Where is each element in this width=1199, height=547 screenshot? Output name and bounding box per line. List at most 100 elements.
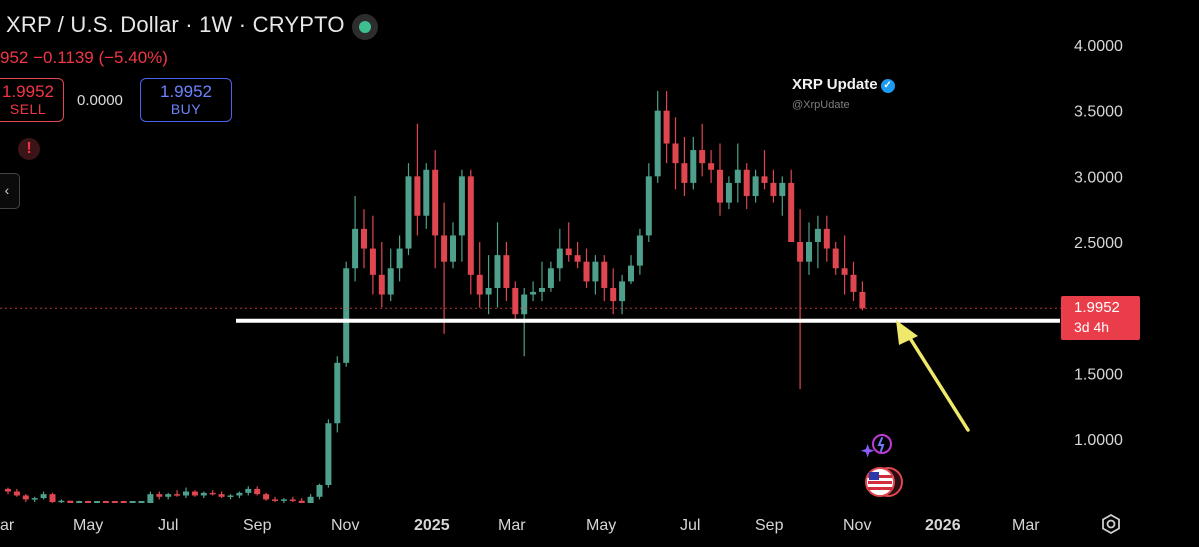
candle <box>681 163 688 183</box>
symbol-title[interactable]: XRP / U.S. Dollar · 1W · CRYPTO <box>6 12 345 37</box>
candle <box>22 495 29 500</box>
candle <box>556 248 563 269</box>
y-tick-label: 4.0000 <box>1074 38 1123 55</box>
y-tick-label: 1.5000 <box>1074 366 1123 383</box>
x-tick-label: Sep <box>243 517 272 534</box>
annotation-arrow <box>896 320 970 432</box>
candle <box>334 362 341 424</box>
candle <box>298 500 305 503</box>
candle <box>423 169 430 216</box>
candle <box>485 287 492 295</box>
candle <box>645 176 652 236</box>
candle <box>832 248 839 269</box>
buy-button[interactable]: 1.9952 BUY <box>140 78 232 122</box>
candle <box>352 228 359 269</box>
y-tick-label: 3.5000 <box>1074 104 1123 121</box>
candle <box>120 501 127 503</box>
candle <box>450 235 456 262</box>
candle <box>396 248 403 269</box>
watermark-handle: @XrpUdate <box>792 99 850 111</box>
candle <box>218 494 225 497</box>
candle-series <box>5 90 866 503</box>
candle <box>245 488 252 493</box>
candle <box>610 287 617 302</box>
candle <box>636 235 643 266</box>
watermark-name-text: XRP Update <box>792 76 878 93</box>
x-tick-label: May <box>586 517 616 534</box>
candle <box>850 274 857 292</box>
ai-sparkle-icon[interactable] <box>860 432 894 462</box>
candle <box>797 242 804 262</box>
candle <box>325 423 332 485</box>
candle <box>209 492 216 495</box>
x-tick-label: Jul <box>158 517 178 534</box>
candle <box>414 176 421 216</box>
candle <box>467 176 474 275</box>
candle <box>387 268 394 295</box>
candle <box>307 496 314 503</box>
candle <box>761 176 768 183</box>
candle <box>725 182 732 203</box>
candle <box>814 228 821 242</box>
candle <box>5 488 11 492</box>
candle <box>432 169 439 236</box>
x-tick-label: Mar <box>1012 517 1040 534</box>
candle <box>378 274 385 295</box>
settings-gear-icon[interactable] <box>1100 513 1122 535</box>
candle <box>405 176 412 249</box>
candle <box>565 248 572 256</box>
last-price-tag: 1.9952 3d 4h <box>1061 296 1140 340</box>
candle <box>841 268 848 275</box>
candle <box>539 287 545 292</box>
candle <box>458 176 465 236</box>
candle <box>654 110 661 177</box>
price-axis: 1.0000 1.5000 2.5000 3.0000 3.5000 4.0000 <box>1074 38 1123 449</box>
x-tick-label: ar <box>0 517 15 534</box>
time-axis: ar May Jul Sep Nov 2025 Mar May Jul Sep Nov 2026 Mar <box>0 517 1040 534</box>
candle <box>547 268 554 288</box>
candle <box>76 501 83 503</box>
status-dot-icon <box>352 14 378 40</box>
x-tick-label: Jul <box>680 517 700 534</box>
x-tick-label: Nov <box>331 517 359 534</box>
y-tick-label: 1.0000 <box>1074 432 1123 449</box>
candle <box>361 228 367 249</box>
candle <box>147 494 154 503</box>
candle <box>708 163 715 170</box>
candle <box>263 494 270 500</box>
candle <box>272 499 278 501</box>
candle <box>191 491 198 496</box>
candle <box>58 500 65 503</box>
candle <box>770 182 777 197</box>
candle <box>156 494 163 497</box>
candle <box>583 261 590 282</box>
sell-price: 1.9952 <box>2 82 54 101</box>
buy-price: 1.9952 <box>160 82 212 101</box>
sell-button[interactable]: 1.9952 SELL <box>0 78 64 122</box>
candle <box>806 242 812 262</box>
buy-label: BUY <box>170 101 202 117</box>
candle <box>752 176 759 197</box>
us-flag-icon[interactable] <box>864 466 904 498</box>
candle <box>111 501 118 503</box>
candle <box>49 494 56 503</box>
candle <box>601 261 608 288</box>
candle <box>628 265 634 282</box>
candle <box>369 248 376 275</box>
x-tick-label: Mar <box>498 517 526 534</box>
candle <box>165 494 172 497</box>
candle <box>102 501 109 503</box>
candle <box>254 488 261 495</box>
candle <box>85 501 92 503</box>
candle <box>280 499 287 501</box>
candle <box>227 495 234 497</box>
candle <box>200 492 207 496</box>
alert-icon[interactable]: ! <box>18 138 40 160</box>
candle <box>174 494 181 496</box>
candle <box>859 291 866 309</box>
collapse-icon[interactable]: ‹ <box>0 173 20 209</box>
bar-countdown: 3d 4h <box>1074 319 1110 335</box>
sell-label: SELL <box>9 101 47 117</box>
candle <box>530 291 537 295</box>
